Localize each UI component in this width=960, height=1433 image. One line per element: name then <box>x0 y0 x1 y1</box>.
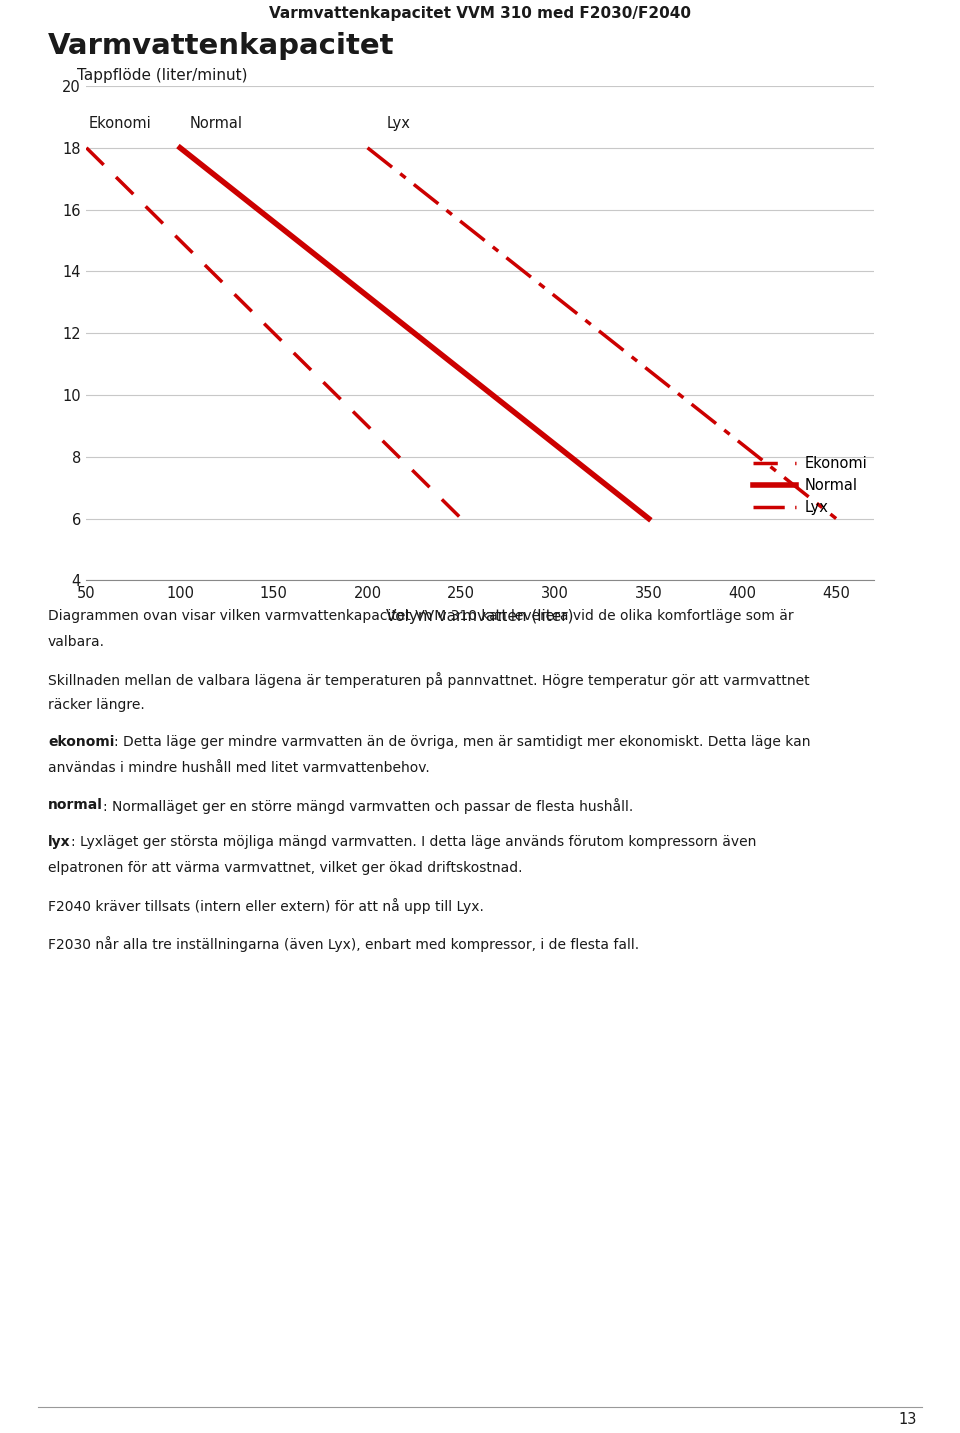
X-axis label: Volym varmvatten (liter): Volym varmvatten (liter) <box>386 609 574 625</box>
Text: : Detta läge ger mindre varmvatten än de övriga, men är samtidigt mer ekonomiskt: : Detta läge ger mindre varmvatten än de… <box>114 735 811 749</box>
Legend: Ekonomi, Normal, Lyx: Ekonomi, Normal, Lyx <box>747 450 874 522</box>
Text: Varmvattenkapacitet: Varmvattenkapacitet <box>48 32 395 60</box>
Text: lyx: lyx <box>48 835 71 850</box>
Text: ekonomi: ekonomi <box>48 735 114 749</box>
Text: : Lyxläget ger största möjliga mängd varmvatten. I detta läge används förutom ko: : Lyxläget ger största möjliga mängd var… <box>71 835 756 850</box>
Text: räcker längre.: räcker längre. <box>48 698 145 712</box>
Text: : Normalläget ger en större mängd varmvatten och passar de flesta hushåll.: : Normalläget ger en större mängd varmva… <box>103 798 634 814</box>
Text: Ekonomi: Ekonomi <box>88 116 151 130</box>
Text: Varmvattenkapacitet VVM 310 med F2030/F2040: Varmvattenkapacitet VVM 310 med F2030/F2… <box>269 7 691 21</box>
Text: F2040 kräver tillsats (intern eller extern) för att nå upp till Lyx.: F2040 kräver tillsats (intern eller exte… <box>48 898 484 914</box>
Text: elpatronen för att värma varmvattnet, vilket ger ökad driftskostnad.: elpatronen för att värma varmvattnet, vi… <box>48 861 522 876</box>
Text: Normal: Normal <box>189 116 243 130</box>
Text: användas i mindre hushåll med litet varmvattenbehov.: användas i mindre hushåll med litet varm… <box>48 761 430 775</box>
Text: Diagrammen ovan visar vilken varmvattenkapacitet VVM 310 kan leverera vid de oli: Diagrammen ovan visar vilken varmvattenk… <box>48 609 794 623</box>
Text: valbara.: valbara. <box>48 635 105 649</box>
Text: 13: 13 <box>899 1412 917 1426</box>
Text: F2030 når alla tre inställningarna (även Lyx), enbart med kompressor, i de flest: F2030 når alla tre inställningarna (även… <box>48 936 639 952</box>
Text: Skillnaden mellan de valbara lägena är temperaturen på pannvattnet. Högre temper: Skillnaden mellan de valbara lägena är t… <box>48 672 809 688</box>
Text: Lyx: Lyx <box>386 116 410 130</box>
Text: normal: normal <box>48 798 103 813</box>
Text: Tappflöde (liter/minut): Tappflöde (liter/minut) <box>77 69 248 83</box>
